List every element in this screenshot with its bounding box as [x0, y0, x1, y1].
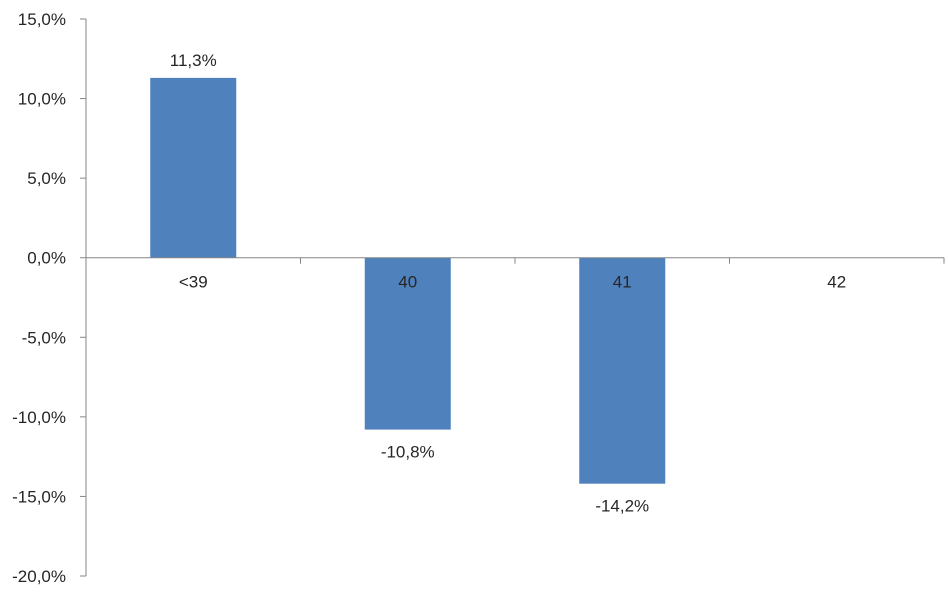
data-label: -14,2%: [595, 497, 649, 516]
category-labels: <39 40 41 42: [179, 273, 846, 292]
y-tick-label: -15,0%: [12, 487, 66, 506]
data-label: -10,8%: [381, 443, 435, 462]
bars: [150, 77, 666, 484]
y-tick-label: -5,0%: [22, 328, 66, 347]
category-label: 41: [613, 273, 632, 292]
bar-40: [364, 257, 451, 430]
y-tick-label: 10,0%: [18, 90, 66, 109]
y-tick-label: -20,0%: [12, 567, 66, 586]
y-axis: 15,0% 10,0% 5,0% 0,0% -5,0% -10,0% -15,0% -20,0…: [12, 10, 87, 586]
category-label: 42: [827, 273, 846, 292]
category-label: <39: [179, 273, 208, 292]
data-labels: 11,3% -10,8% -14,2%: [170, 51, 649, 516]
y-tick-label: 5,0%: [27, 169, 66, 188]
y-tick-label: 0,0%: [27, 249, 66, 268]
bar-41: [579, 257, 666, 484]
data-label: 11,3%: [170, 51, 217, 70]
y-tick-label: -10,0%: [12, 408, 66, 427]
x-axis: [85, 257, 945, 264]
y-tick-label: 15,0%: [18, 10, 66, 29]
bar-<39: [150, 77, 237, 258]
category-label: 40: [398, 273, 417, 292]
